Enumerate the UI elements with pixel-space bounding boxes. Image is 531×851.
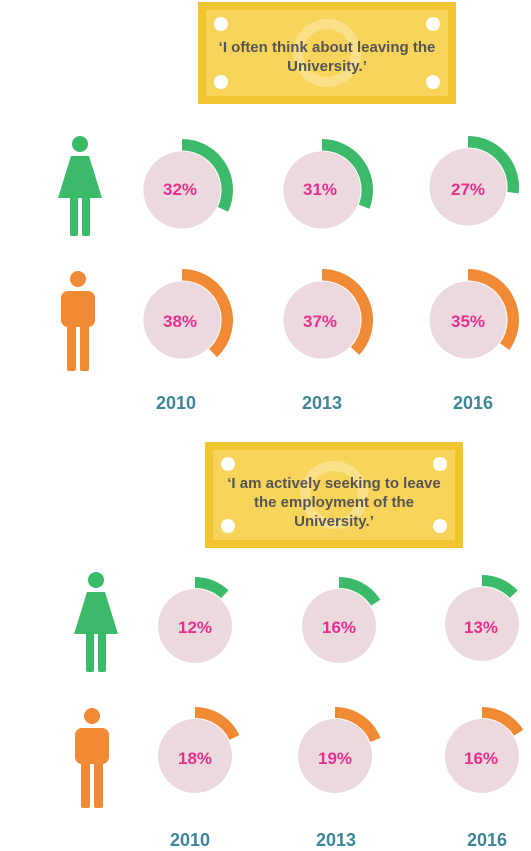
banner-text-line: ‘I often think about leaving the	[218, 39, 436, 56]
data-label: 31%	[302, 180, 338, 199]
section-actively-seeking: ‘I am actively seeking to leave the empl…	[0, 440, 531, 850]
data-label: 38%	[162, 312, 198, 331]
donut-chart	[283, 139, 373, 229]
donut-arc-male-2010	[194, 707, 240, 741]
data-label: 12%	[177, 618, 213, 637]
donut-arc-male-2013	[334, 707, 381, 743]
data-label: 16%	[463, 749, 499, 768]
section-often-think-leaving: ‘I often think about leaving the Univers…	[0, 0, 531, 425]
banknote-icon	[205, 442, 463, 548]
donut-chart	[158, 707, 240, 793]
year-label: 2013	[301, 393, 343, 413]
donut-track	[445, 587, 519, 661]
donut-track	[429, 148, 507, 226]
data-label: 37%	[302, 312, 338, 331]
donut-arc-female-2016	[467, 136, 519, 194]
male-person-icon	[61, 271, 95, 371]
year-label: 2010	[169, 830, 211, 850]
donut-arc-female-2016	[481, 575, 518, 599]
banner-text-line: University.’	[294, 513, 374, 530]
donut-track	[158, 589, 232, 663]
donut-chart	[302, 577, 381, 663]
data-label: 19%	[317, 749, 353, 768]
donut-track	[143, 281, 221, 359]
data-label: 35%	[450, 312, 486, 331]
donut-arc-male-2016	[481, 707, 524, 736]
year-label: 2016	[452, 393, 494, 413]
donut-chart	[429, 269, 519, 359]
data-label: 16%	[321, 618, 357, 637]
donut-arc-female-2010	[194, 577, 229, 599]
female-person-icon	[58, 136, 102, 236]
banner-actively-seeking: ‘I am actively seeking to leave the empl…	[205, 442, 463, 548]
donut-chart	[283, 269, 373, 359]
donut-track	[283, 281, 361, 359]
banner-text-line: the employment of the	[253, 494, 414, 511]
donut-chart	[143, 269, 233, 359]
banner-text-line: University.’	[287, 58, 367, 75]
banner-text-line: ‘I am actively seeking to leave	[227, 475, 441, 492]
donut-arc-female-2010	[181, 139, 233, 212]
year-label: 2016	[466, 830, 508, 850]
donut-chart	[445, 575, 519, 661]
donut-track	[283, 151, 361, 229]
year-label: 2010	[155, 393, 197, 413]
data-label: 18%	[177, 749, 213, 768]
donut-chart	[298, 707, 381, 793]
donut-arc-male-2016	[467, 269, 519, 350]
donut-arc-male-2013	[321, 269, 373, 355]
banner-often-think: ‘I often think about leaving the Univers…	[198, 2, 456, 104]
donut-chart	[429, 136, 519, 226]
donut-track	[298, 719, 372, 793]
donut-chart	[143, 139, 233, 229]
donut-track	[429, 281, 507, 359]
banknote-icon	[198, 2, 456, 104]
data-label: 27%	[450, 180, 486, 199]
female-person-icon	[74, 572, 118, 672]
data-label: 13%	[463, 618, 499, 637]
donut-arc-male-2010	[181, 269, 233, 358]
donut-chart	[158, 577, 232, 663]
donut-chart	[445, 707, 524, 793]
donut-track	[302, 589, 376, 663]
donut-arc-female-2013	[321, 139, 373, 209]
year-label: 2013	[315, 830, 357, 850]
donut-track	[143, 151, 221, 229]
donut-track	[158, 719, 232, 793]
donut-arc-female-2013	[338, 577, 381, 606]
data-label: 32%	[162, 180, 198, 199]
donut-track	[445, 719, 519, 793]
male-person-icon	[75, 708, 109, 808]
